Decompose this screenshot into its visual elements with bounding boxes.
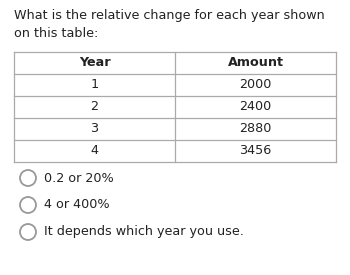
Text: 2: 2 <box>91 100 98 114</box>
Text: 2000: 2000 <box>239 78 272 92</box>
Text: It depends which year you use.: It depends which year you use. <box>44 226 244 238</box>
Text: 2880: 2880 <box>239 122 272 136</box>
Text: 2400: 2400 <box>239 100 272 114</box>
Text: on this table:: on this table: <box>14 27 98 40</box>
Text: 3456: 3456 <box>239 144 272 158</box>
Text: 4: 4 <box>91 144 98 158</box>
Text: Year: Year <box>79 56 110 70</box>
Text: Amount: Amount <box>228 56 284 70</box>
Text: 1: 1 <box>90 78 99 92</box>
Text: 0.2 or 20%: 0.2 or 20% <box>44 172 114 185</box>
Text: 3: 3 <box>90 122 99 136</box>
Text: What is the relative change for each year shown: What is the relative change for each yea… <box>14 9 325 22</box>
Text: 4 or 400%: 4 or 400% <box>44 199 110 211</box>
